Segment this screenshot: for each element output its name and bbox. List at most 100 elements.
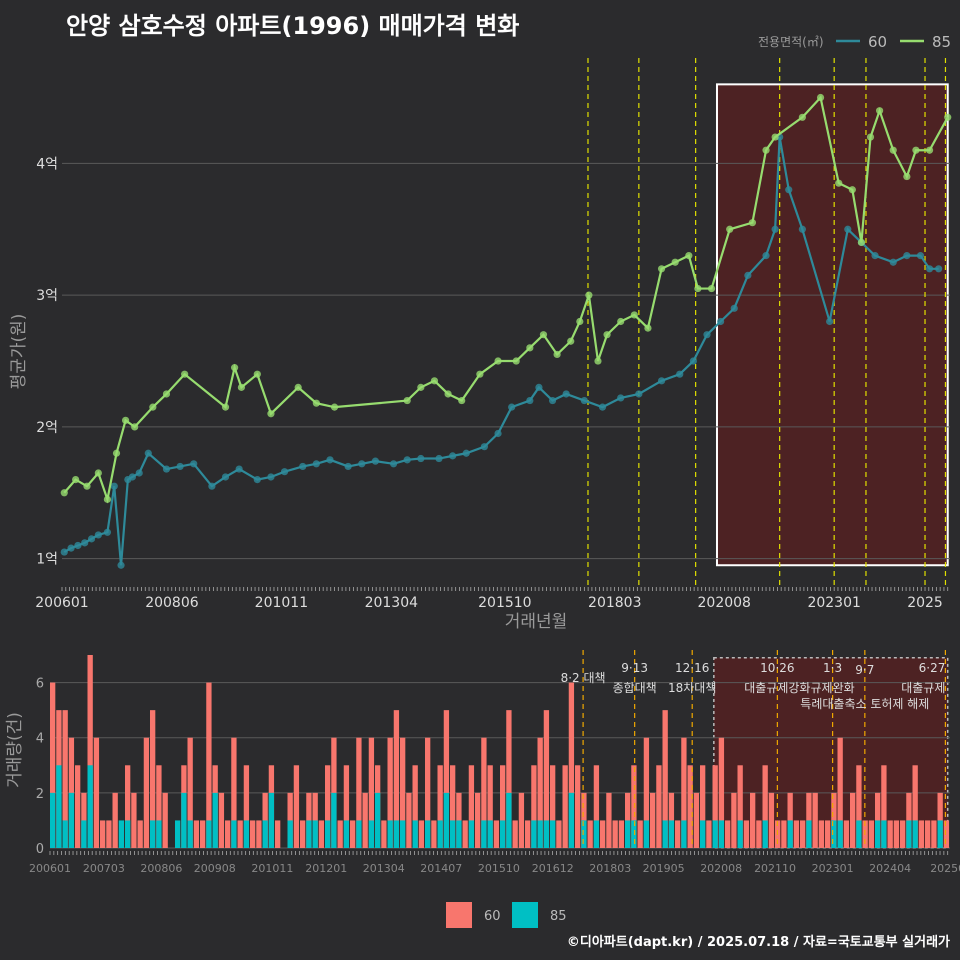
volume-bar-60 xyxy=(512,820,518,848)
volume-bar-60 xyxy=(356,737,362,848)
data-point-85 xyxy=(253,370,261,378)
volume-bar-85 xyxy=(737,820,743,848)
data-point-85 xyxy=(553,350,561,359)
data-point-85 xyxy=(671,258,679,266)
data-point-85 xyxy=(403,396,411,405)
volume-bar-85 xyxy=(906,820,912,848)
volume-bar-60 xyxy=(50,682,56,848)
volume-bar-85 xyxy=(306,820,312,848)
volume-bar-60 xyxy=(150,710,156,848)
data-point-85 xyxy=(60,489,68,497)
data-point-60 xyxy=(703,331,711,339)
x-tick-label: 202008 xyxy=(698,595,751,611)
data-point-60 xyxy=(190,460,198,468)
data-point-85 xyxy=(657,265,666,273)
volume-bar-85 xyxy=(400,820,406,848)
volume-bar-60 xyxy=(637,820,643,848)
data-point-60 xyxy=(844,225,852,233)
x-tick-label: 200806 xyxy=(140,862,182,875)
volume-bar-60 xyxy=(293,765,300,848)
y-tick-label: 2억 xyxy=(36,420,58,436)
data-point-85 xyxy=(685,252,693,260)
volume-bar-60 xyxy=(893,820,900,848)
policy-label-name: 18차대책 xyxy=(668,680,716,695)
volume-bar-60 xyxy=(812,792,818,848)
volume-bar-85 xyxy=(806,820,812,848)
data-point-85 xyxy=(162,390,171,398)
volume-bar-60 xyxy=(593,765,600,848)
data-point-60 xyxy=(371,457,380,465)
data-point-85 xyxy=(231,364,239,372)
volume-bar-85 xyxy=(837,820,843,848)
data-point-60 xyxy=(103,528,112,536)
x-tick-label: 20250 xyxy=(930,862,960,875)
data-point-85 xyxy=(330,403,339,411)
data-point-60 xyxy=(617,394,625,402)
data-point-85 xyxy=(694,284,702,293)
x-tick-label: 201905 xyxy=(643,862,685,875)
x-tick-label: 201803 xyxy=(588,595,641,611)
data-point-85 xyxy=(112,449,121,457)
x-tick-label: 2025 xyxy=(907,595,943,611)
data-point-60 xyxy=(280,468,289,476)
volume-bar-60 xyxy=(406,792,412,848)
volume-bar-60 xyxy=(800,820,806,848)
data-point-60 xyxy=(562,390,570,398)
volume-bar-60 xyxy=(250,820,256,848)
x-tick-label: 200806 xyxy=(145,595,199,611)
x-tick-label: 200601 xyxy=(29,862,71,875)
volume-bar-85 xyxy=(443,792,450,848)
data-point-60 xyxy=(508,403,516,411)
data-point-60 xyxy=(235,465,243,473)
volume-bar-60 xyxy=(575,765,581,848)
volume-bar-60 xyxy=(193,820,200,848)
volume-bar-85 xyxy=(262,820,268,848)
volume-bar-85 xyxy=(81,820,87,848)
x-tick-label: 201612 xyxy=(532,862,574,875)
data-point-85 xyxy=(444,390,452,398)
volume-bar-85 xyxy=(450,820,456,848)
data-point-60 xyxy=(762,252,770,260)
volume-bar-60 xyxy=(793,820,800,848)
data-point-60 xyxy=(785,186,793,194)
volume-bar-60 xyxy=(206,682,212,848)
volume-bar-85 xyxy=(175,820,181,848)
volume-bar-60 xyxy=(481,737,487,848)
data-point-60 xyxy=(580,396,588,405)
volume-bar-60 xyxy=(125,765,131,848)
volume-bar-85 xyxy=(156,820,162,848)
volume-bar-85 xyxy=(206,820,212,848)
policy-label-name: 대출규제강화 xyxy=(744,681,810,695)
volume-bar-60 xyxy=(343,765,350,848)
volume-bar-60 xyxy=(887,820,893,848)
data-point-60 xyxy=(176,462,184,471)
volume-bar-60 xyxy=(756,820,762,848)
volume-bar-60 xyxy=(612,820,618,848)
data-point-60 xyxy=(598,403,607,411)
data-point-85 xyxy=(762,146,770,154)
data-point-60 xyxy=(81,539,89,547)
data-point-85 xyxy=(835,179,843,187)
data-point-60 xyxy=(389,460,398,468)
policy-label-date: 8·2 대책 xyxy=(561,670,606,685)
volume-bar-85 xyxy=(87,765,93,848)
volume-bar-85 xyxy=(506,792,512,848)
volume-bar-85 xyxy=(481,820,487,848)
policy-label-name: 대출규제 xyxy=(901,681,945,695)
volume-bar-85 xyxy=(581,820,587,848)
volume-bar-85 xyxy=(331,792,337,848)
volume-bar-60 xyxy=(87,655,93,848)
volume-bar-60 xyxy=(687,765,693,848)
volume-bar-85 xyxy=(700,820,706,848)
x-tick-label: 202301 xyxy=(807,595,860,611)
volume-bar-60 xyxy=(768,792,775,848)
policy-label-date: 9·13 xyxy=(621,661,648,675)
volume-bar-60 xyxy=(856,765,862,848)
x-tick-label: 201407 xyxy=(420,862,462,875)
volume-bar-60 xyxy=(725,820,731,848)
data-point-85 xyxy=(221,403,230,411)
volume-bar-60 xyxy=(537,737,543,848)
x-tick-label: 201201 xyxy=(305,862,347,875)
y-tick-label: 4억 xyxy=(36,156,58,172)
volume-bar-85 xyxy=(375,792,381,848)
